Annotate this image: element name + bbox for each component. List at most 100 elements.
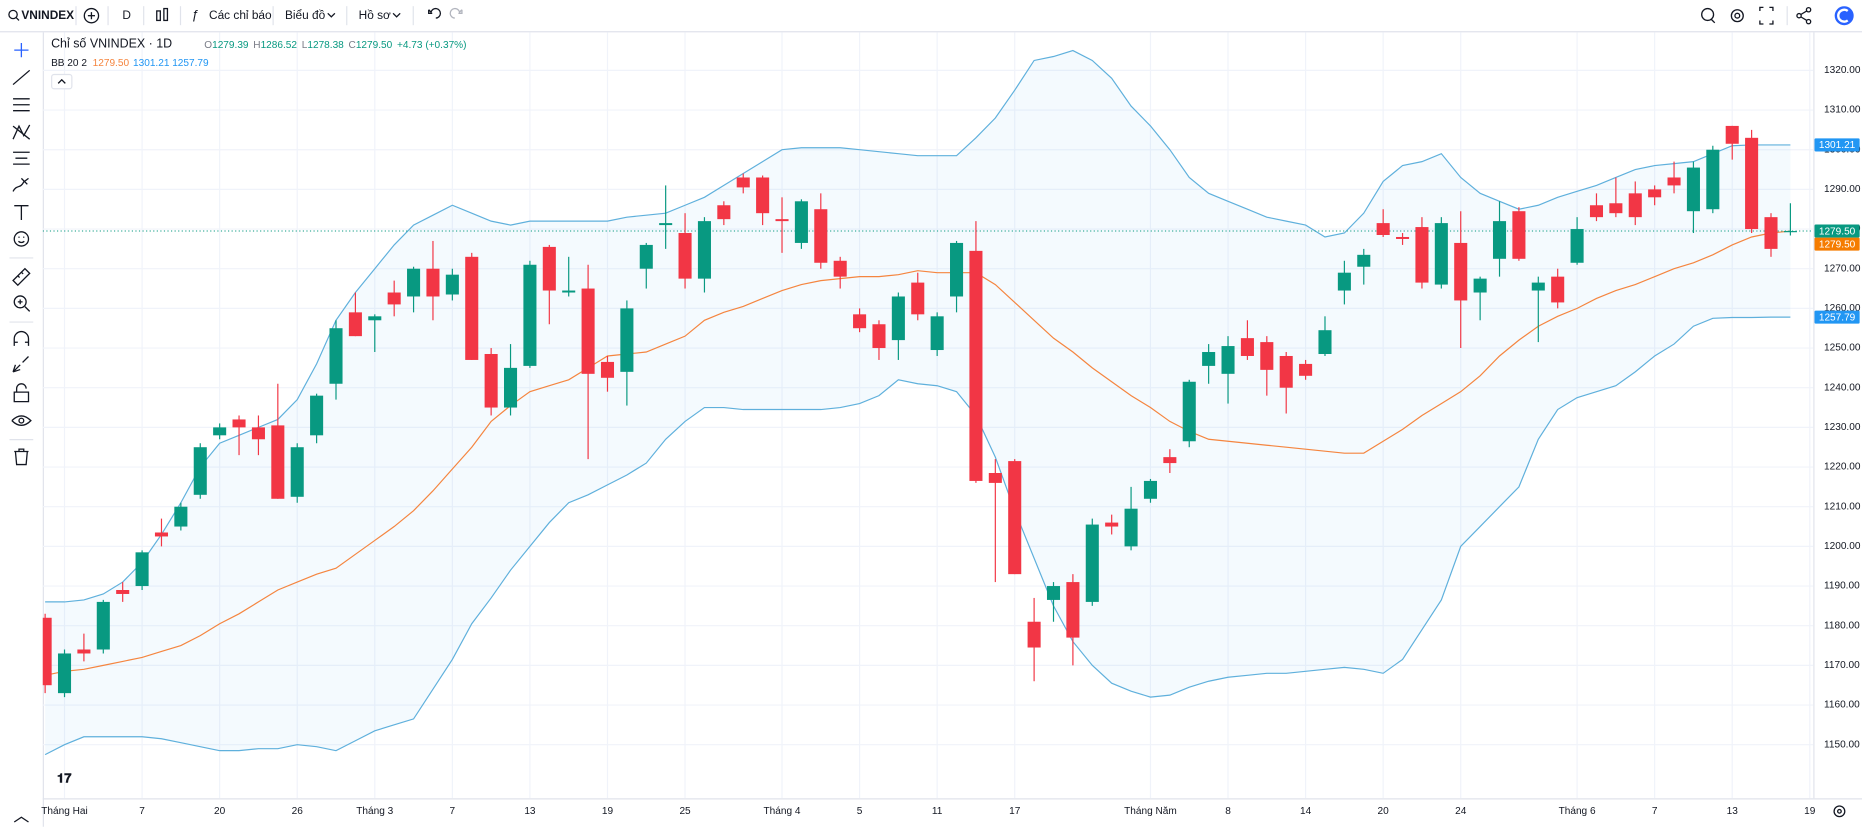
brush-tool[interactable]: [12, 177, 29, 192]
legend-ohlc: O1279.39 H1286.52 L1278.38 C1279.50 +4.73 (+…: [204, 39, 466, 50]
indicators[interactable]: Các chỉ báo: [209, 8, 272, 22]
candle-body: [950, 242, 964, 297]
x-tick-label: 14: [1300, 806, 1312, 817]
candle-body: [1628, 193, 1642, 218]
stay-drawing-tool[interactable]: [12, 356, 29, 373]
x-tick-label: 25: [679, 806, 691, 817]
y-tick-label: 1200.00: [1824, 541, 1861, 552]
candle-body: [232, 419, 246, 428]
x-tick-label: Tháng 6: [1559, 806, 1596, 817]
candle-body: [1725, 125, 1739, 144]
candle-body: [969, 250, 983, 481]
candle-body: [407, 268, 421, 297]
settings-button[interactable]: [1730, 9, 1744, 23]
candle-body: [174, 506, 188, 527]
x-tick-label: 5: [857, 806, 863, 817]
x-tick-label: Tháng Năm: [1124, 806, 1177, 817]
x-tick-label: 11: [932, 806, 943, 817]
candle-body: [426, 268, 440, 297]
tv-logo-mark: 𝟏𝟕: [57, 771, 72, 786]
fullscreen-button[interactable]: [1759, 6, 1774, 25]
icon-tool[interactable]: [13, 231, 30, 247]
fib-tool[interactable]: [13, 98, 30, 112]
candle-body: [1454, 242, 1468, 301]
x-tick-label: 26: [292, 806, 304, 817]
candle-body: [213, 427, 227, 436]
candle-body: [1124, 508, 1138, 547]
x-tick-label: 24: [1455, 806, 1467, 817]
alert-button[interactable]: [1701, 7, 1716, 24]
candle-body: [503, 367, 518, 408]
projection-tool[interactable]: [13, 151, 30, 165]
x-tick-label: 20: [214, 806, 226, 817]
object-tree-button[interactable]: [13, 816, 29, 823]
redo-button[interactable]: [449, 7, 463, 19]
price-badge-label: 1279.50: [1819, 239, 1856, 250]
symbol-search[interactable]: VNINDEX: [8, 8, 74, 22]
candle-body: [1182, 381, 1196, 442]
trendline-tool[interactable]: [12, 69, 31, 86]
y-tick-label: 1170.00: [1824, 660, 1860, 671]
profile-menu[interactable]: Hồ sơ: [359, 8, 401, 22]
candle-body: [697, 221, 711, 279]
share-button[interactable]: [1796, 6, 1812, 25]
y-tick-label: 1310.00: [1824, 105, 1861, 116]
candle-body: [348, 312, 362, 337]
y-tick-label: 1220.00: [1824, 462, 1861, 473]
chart-menu[interactable]: Biểu đồ: [285, 8, 336, 22]
indicators-button[interactable]: ƒ Các chỉ báo: [191, 7, 272, 22]
chart-style-button[interactable]: [156, 7, 169, 22]
tv-logo: 𝟏𝟕: [57, 771, 72, 786]
profile-label[interactable]: Hồ sơ: [359, 8, 391, 22]
y-tick-label: 1270.00: [1824, 263, 1861, 274]
candle-body: [1143, 480, 1157, 499]
candle-body: [1008, 461, 1022, 575]
candle-body: [1085, 524, 1099, 602]
y-tick-label: 1160.00: [1824, 700, 1860, 711]
time-axis-settings[interactable]: [1833, 805, 1846, 818]
basis-band-line: [45, 230, 1791, 676]
pattern-tool[interactable]: [12, 124, 31, 140]
lock-tool[interactable]: [13, 383, 30, 403]
candle-body: [310, 395, 324, 436]
x-tick-label: 7: [1652, 806, 1658, 817]
symbol[interactable]: VNINDEX: [21, 8, 74, 22]
magnet-tool[interactable]: [13, 330, 30, 346]
chart-menu-label[interactable]: Biểu đồ: [285, 8, 326, 22]
ohlc-key: C: [349, 39, 356, 50]
candle-body: [1202, 352, 1216, 366]
delete-tool[interactable]: [14, 448, 29, 466]
y-tick-label: 1180.00: [1824, 620, 1860, 631]
candle-body: [1337, 272, 1351, 291]
candle-body: [600, 361, 615, 378]
text-tool[interactable]: [14, 205, 29, 220]
compare-button[interactable]: [83, 7, 100, 24]
ohlc-value: 1279.39: [212, 39, 249, 50]
x-tick-label: Tháng 3: [356, 806, 393, 817]
ruler-tool[interactable]: [12, 267, 31, 287]
ohlc-change: +4.73 (+0.37%): [397, 39, 466, 50]
y-tick-label: 1290.00: [1824, 184, 1861, 195]
candle-body: [1299, 363, 1313, 376]
price-badge: [1814, 310, 1860, 324]
app-logo[interactable]: [1834, 6, 1854, 26]
zoom-tool[interactable]: [13, 295, 31, 312]
crosshair-tool[interactable]: [14, 43, 29, 58]
candle-body: [678, 233, 692, 279]
candle-body: [736, 177, 750, 188]
interval[interactable]: D: [122, 8, 131, 22]
candle-body: [154, 532, 169, 537]
candle-body: [135, 552, 149, 587]
ohlc-value: 1279.50: [356, 39, 393, 50]
candle-body: [988, 472, 1002, 483]
y-tick-label: 1150.00: [1824, 739, 1860, 750]
axes: 1150.00 1160.00 1170.00 1180.00 1190.00 1200.…: [41, 65, 1861, 817]
candle-body: [1764, 217, 1778, 249]
top-toolbar: VNINDEX D ƒ Các chỉ báo Biểu đồ Hồ sơ: [0, 6, 1862, 33]
hide-tool[interactable]: [11, 415, 32, 427]
candle-body: [1512, 211, 1526, 259]
collapse-legend-button[interactable]: [51, 73, 73, 90]
undo-button[interactable]: [428, 7, 442, 19]
candle-body: [1240, 338, 1254, 356]
